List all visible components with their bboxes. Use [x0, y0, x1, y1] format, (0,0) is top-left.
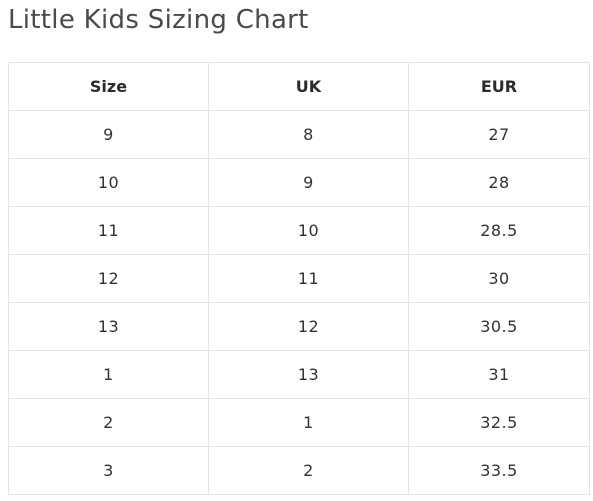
cell-eur: 31: [408, 350, 590, 399]
cell-uk: 10: [208, 206, 409, 255]
cell-eur: 33.5: [408, 446, 590, 495]
cell-eur: 28: [408, 158, 590, 207]
cell-size: 12: [8, 254, 209, 303]
cell-eur: 30.5: [408, 302, 590, 351]
table-row: 1 13 31: [8, 350, 590, 399]
cell-uk: 13: [208, 350, 409, 399]
table-row: 13 12 30.5: [8, 302, 590, 351]
table-header-row: Size UK EUR: [8, 62, 590, 111]
sizing-table: Size UK EUR 9 8 27 10 9 28 11 10 28.5 12…: [8, 62, 590, 495]
cell-uk: 8: [208, 110, 409, 159]
cell-eur: 28.5: [408, 206, 590, 255]
cell-size: 1: [8, 350, 209, 399]
cell-size: 9: [8, 110, 209, 159]
column-header-eur: EUR: [408, 62, 590, 111]
cell-eur: 32.5: [408, 398, 590, 447]
table-row: 10 9 28: [8, 158, 590, 207]
table-body: 9 8 27 10 9 28 11 10 28.5 12 11 30 13 12…: [8, 110, 590, 495]
cell-size: 10: [8, 158, 209, 207]
cell-eur: 27: [408, 110, 590, 159]
table-row: 9 8 27: [8, 110, 590, 159]
cell-uk: 12: [208, 302, 409, 351]
table-row: 3 2 33.5: [8, 446, 590, 495]
table-row: 11 10 28.5: [8, 206, 590, 255]
cell-eur: 30: [408, 254, 590, 303]
cell-uk: 11: [208, 254, 409, 303]
cell-size: 3: [8, 446, 209, 495]
cell-uk: 1: [208, 398, 409, 447]
page-title: Little Kids Sizing Chart: [8, 5, 309, 35]
cell-uk: 9: [208, 158, 409, 207]
table-row: 12 11 30: [8, 254, 590, 303]
column-header-uk: UK: [208, 62, 409, 111]
cell-size: 13: [8, 302, 209, 351]
cell-uk: 2: [208, 446, 409, 495]
column-header-size: Size: [8, 62, 209, 111]
cell-size: 2: [8, 398, 209, 447]
table-row: 2 1 32.5: [8, 398, 590, 447]
cell-size: 11: [8, 206, 209, 255]
table-header: Size UK EUR: [8, 62, 590, 111]
